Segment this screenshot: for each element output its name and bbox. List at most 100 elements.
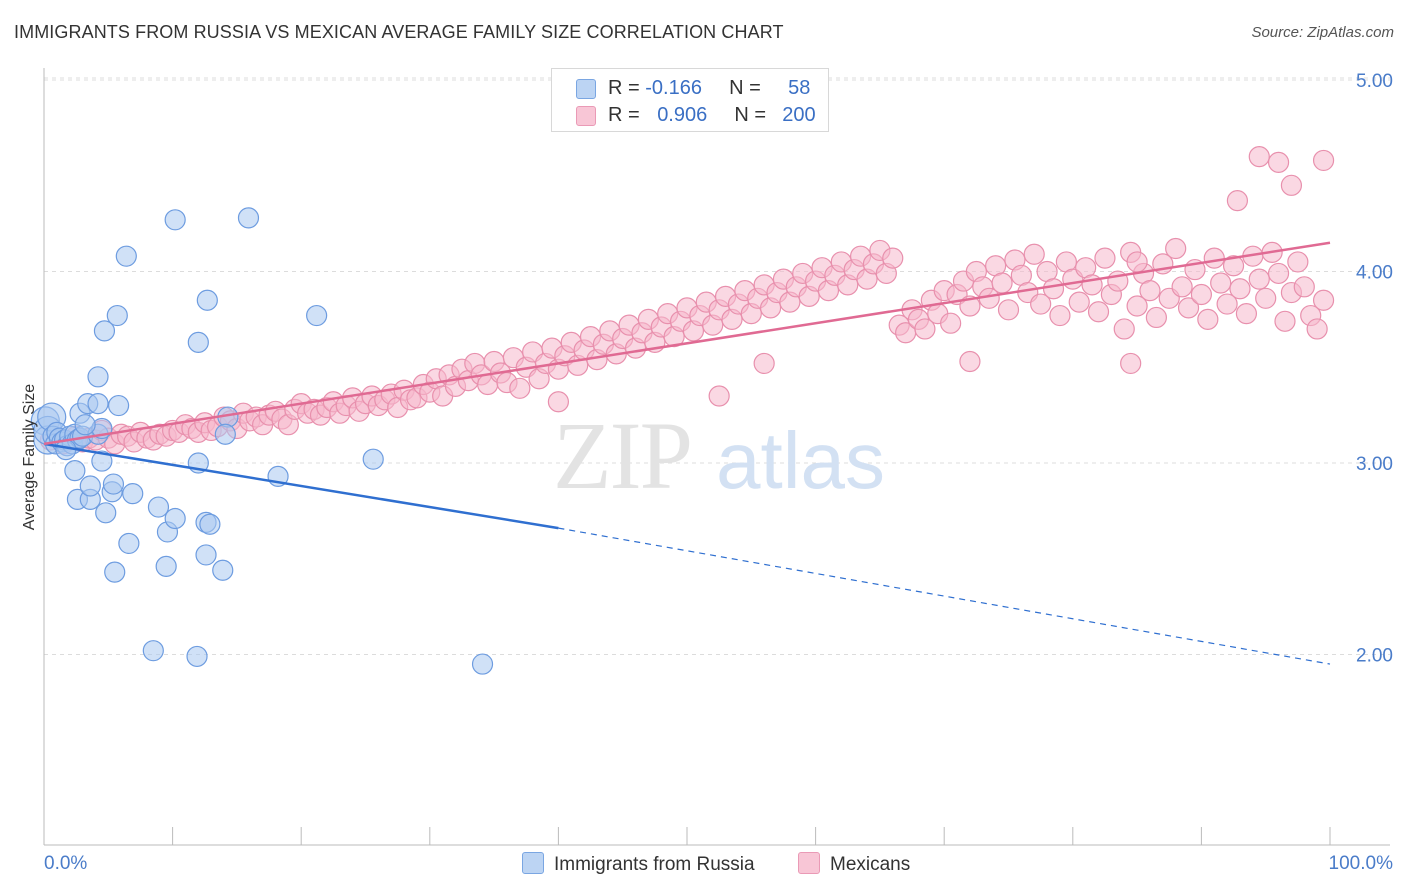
- legend-r-label: R =: [608, 77, 646, 99]
- mexican-point: [1267, 151, 1290, 173]
- mexican-point: [1306, 318, 1328, 340]
- legend-n-value-russia: 58: [788, 77, 811, 99]
- mexican-point: [940, 312, 962, 334]
- mexican-point: [1094, 247, 1116, 269]
- mexican-point: [1197, 308, 1219, 330]
- mexican-point: [1177, 297, 1200, 319]
- mexican-point: [1165, 237, 1187, 260]
- russia-trend-line: [43, 442, 559, 530]
- russia-point: [362, 448, 384, 470]
- russia-point: [106, 304, 128, 327]
- legend-n-label: N =: [734, 104, 772, 126]
- mexican-point: [991, 272, 1013, 294]
- russia-point: [79, 475, 101, 497]
- mexican-point: [1235, 303, 1258, 325]
- bottom-legend-label-mexicans: Mexicans: [830, 854, 911, 875]
- bottom-legend-label-russia: Immigrants from Russia: [554, 854, 755, 875]
- legend-r-label: R =: [608, 104, 646, 126]
- mexican-point: [1222, 255, 1245, 277]
- russia-point: [91, 450, 113, 472]
- russia-point: [104, 561, 126, 583]
- mexican-point: [1068, 291, 1090, 313]
- mexican-point: [1042, 278, 1065, 300]
- russia-point: [164, 209, 186, 231]
- mexican-point: [1255, 287, 1277, 309]
- mexican-point: [708, 385, 730, 407]
- mexican-point: [1030, 293, 1052, 315]
- mexican-point: [1293, 276, 1315, 298]
- russia-point: [64, 460, 86, 482]
- mexican-point: [959, 350, 981, 373]
- y-tick-label-2: 4.00: [1356, 263, 1393, 284]
- trend-lines: [43, 241, 1331, 665]
- mexican-point: [1087, 301, 1110, 323]
- y-tick-label-0: 2.00: [1356, 646, 1393, 667]
- y-tick-label-3: 5.00: [1356, 71, 1393, 92]
- legend: R = -0.166 N = 58 R = 0.906 N = 200: [551, 68, 829, 132]
- mexican-point: [1287, 251, 1309, 273]
- russia-point: [74, 414, 96, 436]
- russia-point: [155, 555, 177, 578]
- russia-point: [147, 496, 170, 518]
- bottom-legend-swatch-mexicans: [798, 852, 820, 874]
- mexican-point: [1113, 318, 1135, 340]
- russia-point: [186, 645, 208, 668]
- mexican-point: [1126, 251, 1148, 273]
- mexican-point: [509, 377, 531, 399]
- x-tick-label-1: 100.0%: [1329, 853, 1394, 874]
- legend-swatch-russia: [576, 79, 596, 99]
- mexican-point: [914, 318, 936, 340]
- russia-point: [187, 331, 209, 353]
- y-tick-label-1: 3.00: [1356, 454, 1393, 475]
- russia-point: [214, 423, 236, 445]
- mexican-point: [1203, 247, 1225, 269]
- x-tick-label-0: 0.0%: [44, 853, 87, 874]
- watermark-zip: ZIP: [553, 402, 691, 509]
- bottom-legend-mexicans: Mexicans: [798, 852, 910, 876]
- russia-point: [118, 532, 140, 555]
- mexican-point: [1280, 174, 1303, 196]
- russia-point: [93, 320, 116, 342]
- y-tick-labels: 2.00 3.00 4.00 5.00: [1356, 71, 1393, 667]
- russia-point: [107, 394, 130, 417]
- legend-r-value-mexicans: 0.906: [657, 104, 708, 126]
- mexican-point: [1171, 276, 1193, 298]
- russia-point: [471, 653, 494, 675]
- watermark-atlas: atlas: [716, 416, 885, 505]
- legend-n-label: N =: [729, 77, 767, 99]
- russia-point: [95, 502, 117, 524]
- russia-point: [306, 304, 328, 327]
- russia-point: [142, 640, 164, 662]
- russia-point: [164, 507, 186, 530]
- mexican-point: [1190, 283, 1213, 306]
- mexican-point: [1145, 306, 1167, 329]
- mexican-point: [1049, 304, 1071, 327]
- russia-point: [195, 544, 217, 566]
- watermark: ZIP atlas: [553, 402, 885, 509]
- bottom-legend-swatch-russia: [522, 852, 544, 874]
- russia-point: [237, 207, 260, 229]
- mexican-point: [1120, 352, 1142, 375]
- russia-point: [87, 366, 109, 388]
- russia-points: [30, 207, 494, 675]
- russia-point: [122, 483, 144, 505]
- mexican-point: [1226, 190, 1249, 212]
- axes: [43, 68, 1390, 846]
- legend-r-value-russia: -0.166: [645, 77, 702, 99]
- chart-title: IMMIGRANTS FROM RUSSIA VS MEXICAN AVERAG…: [14, 22, 784, 42]
- russia-trend-extension: [558, 527, 1331, 665]
- y-axis-label: Average Family Size: [21, 384, 38, 531]
- mexican-point: [1312, 149, 1335, 172]
- russia-point: [212, 559, 234, 581]
- russia-point: [196, 289, 218, 311]
- russia-point: [102, 473, 125, 495]
- bottom-legend-russia: Immigrants from Russia: [522, 852, 755, 876]
- mexican-point: [1248, 146, 1270, 168]
- russia-point: [87, 393, 109, 415]
- mexican-point: [1274, 310, 1296, 332]
- mexican-point: [547, 391, 570, 413]
- mexican-point: [1126, 295, 1148, 317]
- mexican-point: [1229, 278, 1251, 300]
- mexican-point: [1312, 289, 1335, 311]
